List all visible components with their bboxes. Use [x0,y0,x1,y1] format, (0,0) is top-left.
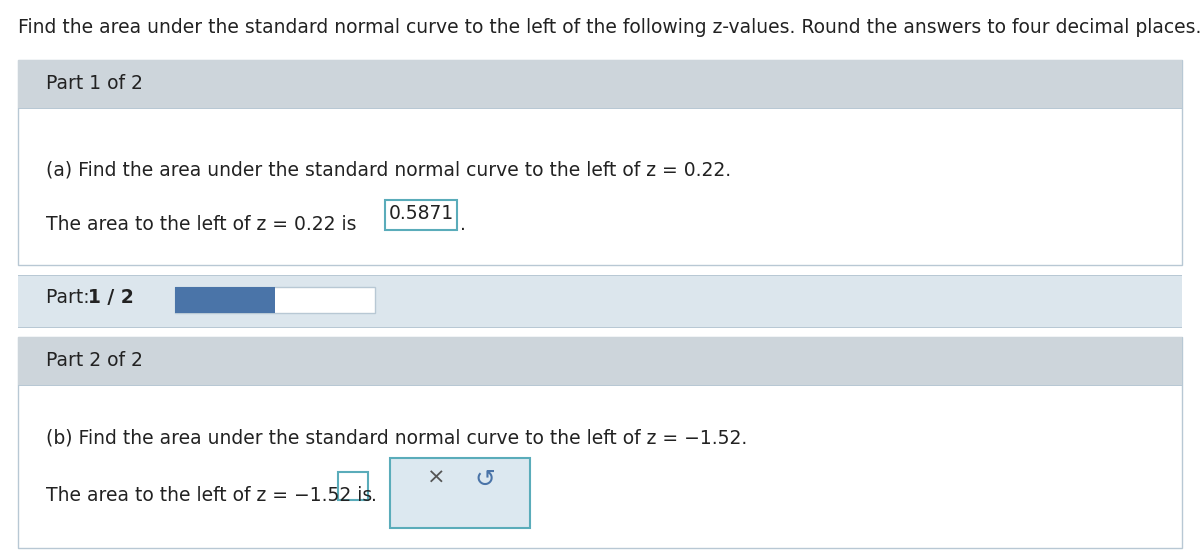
Text: The area to the left of z = −1.52 is: The area to the left of z = −1.52 is [46,486,372,505]
Text: 0.5871: 0.5871 [389,204,454,223]
Bar [18,275,1182,327]
Text: (a) Find the area under the standard normal curve to the left of z = 0.22.: (a) Find the area under the standard nor… [46,160,731,179]
Bar [18,337,1182,385]
Bar [390,458,530,528]
Text: ↺: ↺ [475,468,496,492]
Text: Part:: Part: [46,288,96,307]
Text: .: . [460,215,466,234]
Text: Find the area under the standard normal curve to the left of the following z-val: Find the area under the standard normal … [18,18,1200,37]
Text: .: . [371,486,377,505]
Bar [18,385,1182,386]
Text: Part 2 of 2: Part 2 of 2 [46,351,143,370]
Text: 1 / 2: 1 / 2 [88,288,133,307]
Bar [175,287,275,313]
Text: The area to the left of z = 0.22 is: The area to the left of z = 0.22 is [46,215,356,234]
Bar [385,200,457,230]
Bar [338,472,368,500]
Bar [18,108,1182,109]
Text: ×: × [427,468,445,488]
Bar [175,287,374,313]
Bar [18,327,1182,328]
Bar [18,337,1182,548]
Bar [18,548,1182,549]
Bar [18,60,1182,265]
Text: Part 1 of 2: Part 1 of 2 [46,74,143,93]
Bar [18,60,1182,108]
Text: (b) Find the area under the standard normal curve to the left of z = −1.52.: (b) Find the area under the standard nor… [46,428,748,447]
Bar [18,275,1182,276]
